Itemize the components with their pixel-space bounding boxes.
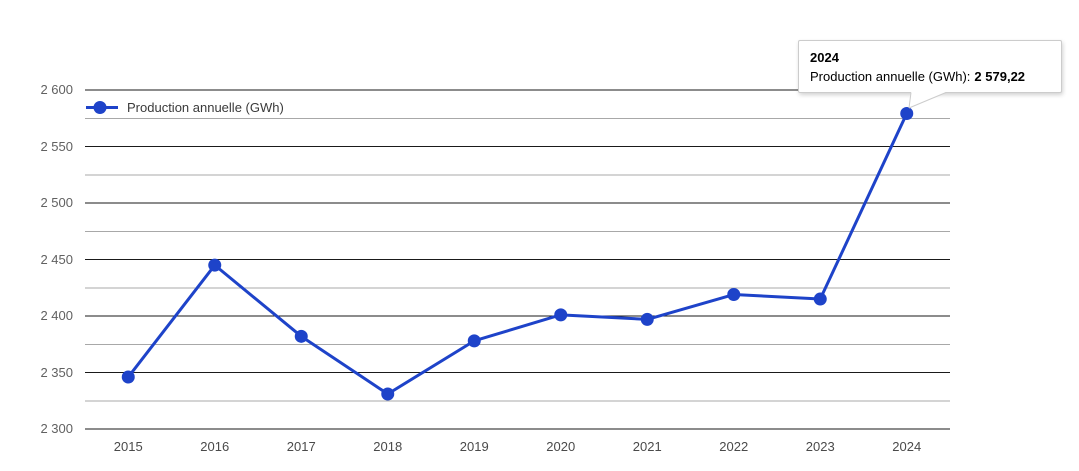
y-axis-label: 2 450 [40, 251, 73, 267]
y-axis-label: 2 600 [40, 82, 73, 97]
tooltip-series-label: Production annuelle (GWh): [810, 69, 971, 84]
tooltip-title: 2024 [810, 50, 839, 65]
tooltip: 2024 Production annuelle (GWh): 2 579,22 [798, 40, 1062, 93]
x-axis-label: 2019 [459, 439, 489, 454]
x-axis-label: 2016 [200, 439, 230, 454]
data-point-2021[interactable] [640, 312, 654, 326]
y-axis-label: 2 500 [40, 195, 73, 210]
y-axis-label: 2 300 [40, 421, 73, 436]
legend: Production annuelle (GWh) [85, 100, 284, 115]
tooltip-value: 2 579,22 [974, 69, 1026, 84]
y-axis-label: 2 350 [40, 364, 73, 380]
x-axis-label: 2021 [632, 439, 662, 454]
data-point-2023[interactable] [813, 292, 827, 306]
x-axis-label: 2023 [805, 439, 835, 454]
data-point-2019[interactable] [467, 334, 481, 348]
data-point-2022[interactable] [727, 288, 741, 302]
data-point-2018[interactable] [381, 387, 395, 401]
y-axis-label: 2 400 [40, 308, 73, 323]
y-axis-label: 2 550 [40, 138, 73, 154]
data-point-2020[interactable] [554, 308, 568, 322]
x-axis-label: 2015 [113, 439, 143, 454]
tooltip-callout-icon [908, 92, 947, 109]
x-axis-label: 2024 [892, 439, 922, 454]
series-line [126, 111, 909, 396]
x-axis-label: 2017 [286, 439, 316, 454]
legend-label: Production annuelle (GWh) [127, 100, 284, 115]
tooltip-value-line: Production annuelle (GWh): 2 579,22 [810, 67, 1050, 86]
data-point-2017[interactable] [294, 329, 308, 343]
x-axis-label: 2020 [546, 439, 576, 454]
x-axis-label: 2018 [373, 439, 403, 454]
legend-line-marker-icon [86, 101, 118, 114]
x-axis-label: 2022 [719, 439, 749, 454]
data-point-2016[interactable] [208, 258, 222, 272]
data-point-2015[interactable] [121, 370, 135, 384]
data-point-2024[interactable] [900, 106, 914, 120]
